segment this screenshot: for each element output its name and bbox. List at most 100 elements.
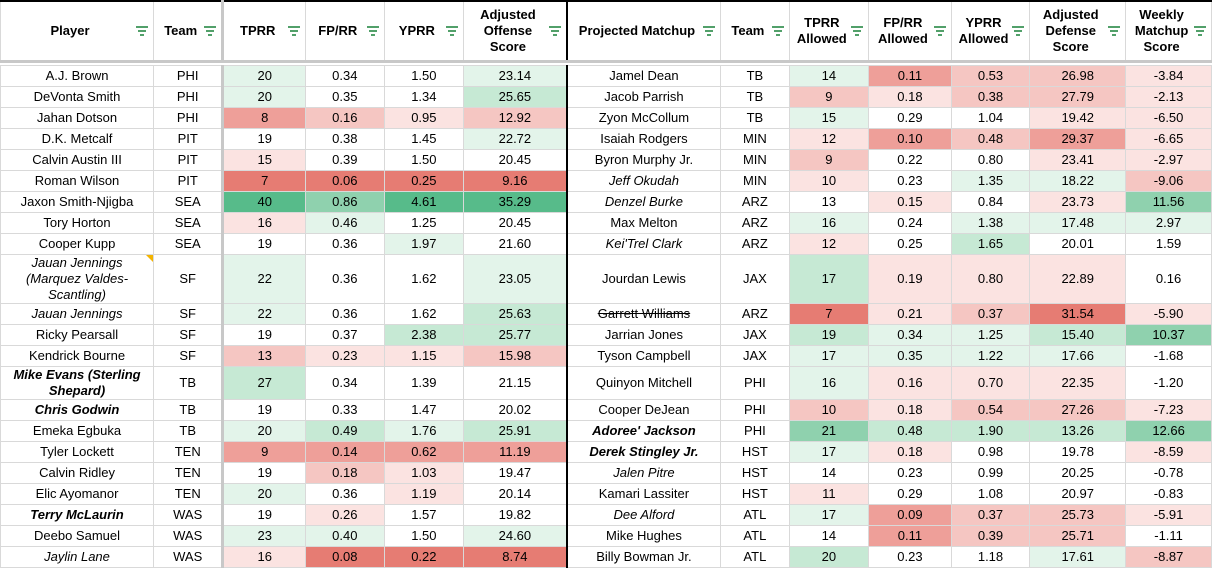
filter-icon[interactable] [446, 26, 459, 36]
fprr-cell[interactable]: 0.37 [305, 324, 385, 346]
col-header-yprr[interactable]: YPRR [383, 0, 465, 63]
weekly-cell[interactable]: 12.66 [1125, 420, 1212, 442]
fprr-cell[interactable]: 0.40 [305, 525, 385, 547]
yprr-cell[interactable]: 1.57 [383, 504, 465, 526]
team2-cell[interactable]: ATL [720, 525, 790, 547]
fprr-allowed-cell[interactable]: 0.24 [868, 212, 952, 234]
tprr-cell[interactable]: 20 [222, 420, 307, 442]
yprr-allowed-cell[interactable]: 1.65 [950, 233, 1031, 255]
adj-def-cell[interactable]: 20.25 [1029, 462, 1127, 484]
adj-def-cell[interactable]: 20.97 [1029, 483, 1127, 505]
weekly-cell[interactable]: -6.65 [1125, 128, 1212, 150]
player-cell[interactable]: Jaylin Lane [0, 546, 155, 568]
adj-off-cell[interactable]: 11.19 [463, 441, 568, 463]
adj-off-cell[interactable]: 25.91 [463, 420, 568, 442]
fprr-cell[interactable]: 0.36 [305, 303, 385, 325]
fprr-cell[interactable]: 0.08 [305, 546, 385, 568]
col-header-tprr[interactable]: TPRR [222, 0, 307, 63]
team-cell[interactable]: SF [153, 254, 225, 304]
player-cell[interactable]: Elic Ayomanor [0, 483, 155, 505]
tprr-allowed-cell[interactable]: 14 [788, 462, 870, 484]
col-header-yprr-allowed[interactable]: YPRR Allowed [950, 0, 1031, 63]
tprr-cell[interactable]: 15 [222, 149, 307, 171]
tprr-cell[interactable]: 13 [222, 345, 307, 367]
matchup-cell[interactable]: Quinyon Mitchell [565, 366, 722, 400]
yprr-cell[interactable]: 1.25 [383, 212, 465, 234]
tprr-cell[interactable]: 16 [222, 546, 307, 568]
team2-cell[interactable]: PHI [720, 399, 790, 421]
fprr-allowed-cell[interactable]: 0.18 [868, 86, 952, 108]
team2-cell[interactable]: JAX [720, 254, 790, 304]
fprr-cell[interactable]: 0.39 [305, 149, 385, 171]
matchup-cell[interactable]: Cooper DeJean [565, 399, 722, 421]
filter-icon[interactable] [366, 26, 379, 36]
col-header-fprr[interactable]: FP/RR [305, 0, 385, 63]
yprr-allowed-cell[interactable]: 0.53 [950, 65, 1031, 87]
player-cell[interactable]: Mike Evans (Sterling Shepard) [0, 366, 155, 400]
adj-off-cell[interactable]: 20.02 [463, 399, 568, 421]
adj-def-cell[interactable]: 27.79 [1029, 86, 1127, 108]
tprr-allowed-cell[interactable]: 14 [788, 65, 870, 87]
yprr-cell[interactable]: 1.15 [383, 345, 465, 367]
adj-off-cell[interactable]: 25.65 [463, 86, 568, 108]
tprr-allowed-cell[interactable]: 13 [788, 191, 870, 213]
adj-def-cell[interactable]: 23.41 [1029, 149, 1127, 171]
team-cell[interactable]: SEA [153, 191, 225, 213]
adj-off-cell[interactable]: 12.92 [463, 107, 568, 129]
team-cell[interactable]: SF [153, 324, 225, 346]
matchup-cell[interactable]: Denzel Burke [565, 191, 722, 213]
matchup-cell[interactable]: Zyon McCollum [565, 107, 722, 129]
weekly-cell[interactable]: -2.97 [1125, 149, 1212, 171]
fprr-allowed-cell[interactable]: 0.22 [868, 149, 952, 171]
adj-def-cell[interactable]: 19.42 [1029, 107, 1127, 129]
adj-def-cell[interactable]: 17.48 [1029, 212, 1127, 234]
team2-cell[interactable]: ATL [720, 504, 790, 526]
fprr-allowed-cell[interactable]: 0.23 [868, 462, 952, 484]
adj-def-cell[interactable]: 17.66 [1029, 345, 1127, 367]
tprr-allowed-cell[interactable]: 16 [788, 212, 870, 234]
team2-cell[interactable]: HST [720, 483, 790, 505]
col-header-matchup[interactable]: Projected Matchup [565, 0, 722, 63]
tprr-cell[interactable]: 20 [222, 483, 307, 505]
adj-off-cell[interactable]: 25.63 [463, 303, 568, 325]
tprr-cell[interactable]: 22 [222, 254, 307, 304]
weekly-cell[interactable]: -0.78 [1125, 462, 1212, 484]
col-header-adj-off[interactable]: Adjusted Offense Score [463, 0, 568, 63]
tprr-cell[interactable]: 19 [222, 233, 307, 255]
yprr-cell[interactable]: 1.45 [383, 128, 465, 150]
yprr-allowed-cell[interactable]: 1.25 [950, 324, 1031, 346]
adj-off-cell[interactable]: 8.74 [463, 546, 568, 568]
fprr-allowed-cell[interactable]: 0.18 [868, 441, 952, 463]
tprr-allowed-cell[interactable]: 15 [788, 107, 870, 129]
player-cell[interactable]: D.K. Metcalf [0, 128, 155, 150]
fprr-cell[interactable]: 0.14 [305, 441, 385, 463]
team2-cell[interactable]: ARZ [720, 233, 790, 255]
team2-cell[interactable]: HST [720, 441, 790, 463]
weekly-cell[interactable]: -9.06 [1125, 170, 1212, 192]
weekly-cell[interactable]: -1.68 [1125, 345, 1212, 367]
filter-icon[interactable] [136, 26, 149, 36]
yprr-cell[interactable]: 1.34 [383, 86, 465, 108]
team-cell[interactable]: PHI [153, 65, 225, 87]
adj-off-cell[interactable]: 24.60 [463, 525, 568, 547]
team-cell[interactable]: WAS [153, 504, 225, 526]
yprr-cell[interactable]: 1.03 [383, 462, 465, 484]
fprr-cell[interactable]: 0.06 [305, 170, 385, 192]
fprr-cell[interactable]: 0.86 [305, 191, 385, 213]
matchup-cell[interactable]: Jacob Parrish [565, 86, 722, 108]
team-cell[interactable]: TEN [153, 462, 225, 484]
weekly-cell[interactable]: -6.50 [1125, 107, 1212, 129]
team2-cell[interactable]: MIN [720, 170, 790, 192]
matchup-cell[interactable]: Dee Alford [565, 504, 722, 526]
weekly-cell[interactable]: -2.13 [1125, 86, 1212, 108]
team-cell[interactable]: PHI [153, 107, 225, 129]
fprr-allowed-cell[interactable]: 0.10 [868, 128, 952, 150]
yprr-allowed-cell[interactable]: 0.48 [950, 128, 1031, 150]
team-cell[interactable]: SEA [153, 233, 225, 255]
filter-icon[interactable] [1108, 26, 1121, 36]
team-cell[interactable]: TB [153, 420, 225, 442]
fprr-cell[interactable]: 0.46 [305, 212, 385, 234]
filter-icon[interactable] [1194, 26, 1206, 36]
tprr-cell[interactable]: 19 [222, 504, 307, 526]
yprr-cell[interactable]: 1.76 [383, 420, 465, 442]
